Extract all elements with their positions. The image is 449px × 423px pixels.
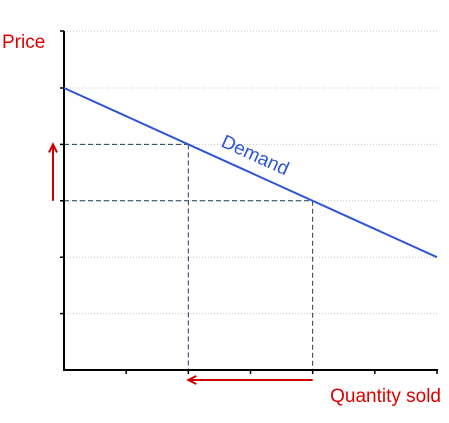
quantity-decrease-arrowhead xyxy=(186,375,197,385)
price-increase-arrowhead xyxy=(48,142,58,153)
guide-lines xyxy=(64,143,314,370)
demand-curve xyxy=(63,87,438,259)
axis-ticks xyxy=(60,30,438,374)
quantity-axis-label: Quantity sold xyxy=(330,386,441,407)
price-axis-label: Price xyxy=(2,32,45,53)
demand-label: Demand xyxy=(218,131,292,180)
change-arrows xyxy=(48,142,313,385)
